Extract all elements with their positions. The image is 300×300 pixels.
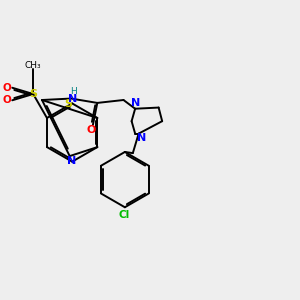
Text: S: S — [29, 89, 37, 99]
Text: H: H — [70, 87, 76, 96]
Text: N: N — [137, 134, 146, 143]
Text: S: S — [65, 99, 73, 109]
Text: N: N — [68, 94, 78, 103]
Text: N: N — [131, 98, 141, 108]
Text: CH₃: CH₃ — [25, 61, 41, 70]
Text: O: O — [86, 124, 96, 135]
Text: O: O — [2, 95, 11, 105]
Text: N: N — [67, 156, 76, 166]
Text: Cl: Cl — [118, 210, 130, 220]
Text: O: O — [2, 83, 11, 93]
